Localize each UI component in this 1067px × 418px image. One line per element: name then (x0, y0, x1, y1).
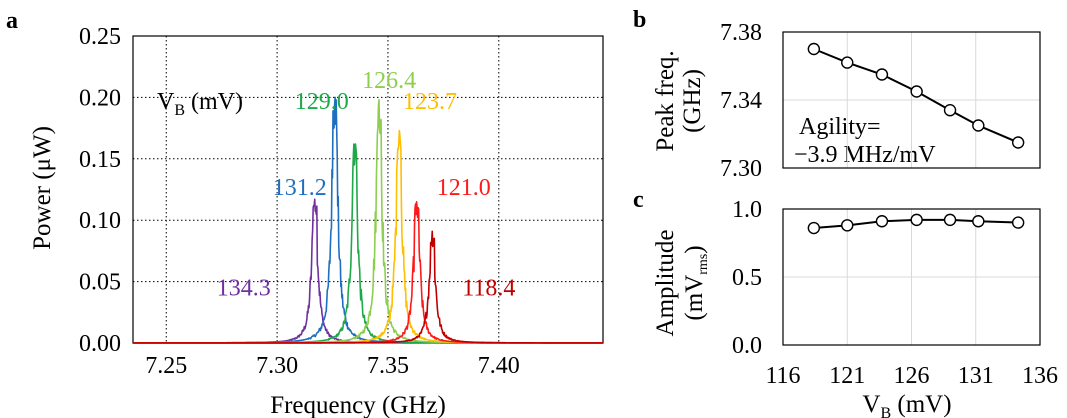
y-tick-label: 0.10 (79, 208, 121, 234)
panel-letter-a: a (6, 8, 18, 34)
y-axis-label-b-line1: Peak freq. (652, 50, 679, 151)
spectrum-line (132, 230, 604, 344)
vb-legend-title: VB (mV) (157, 89, 243, 119)
x-tick-label: 7.25 (145, 353, 187, 379)
y-tick-label: 0.25 (79, 24, 121, 50)
series-label: 121.0 (437, 175, 491, 201)
panel-letter-b: b (633, 7, 646, 33)
data-point (875, 68, 889, 81)
y-tick-label: 0.00 (79, 331, 121, 357)
data-point (972, 119, 985, 132)
x-axis-label-c: VB (mV) (862, 391, 951, 418)
y-axis-label-c-line1: Amplitude (652, 230, 679, 337)
spectrum-line (132, 143, 604, 344)
y-axis-label-a: Power (μW) (29, 126, 56, 250)
data-point (1011, 216, 1025, 229)
x-tick-label: 136 (1022, 363, 1058, 389)
y-tick-label: 0.15 (79, 147, 121, 173)
y-tick-label: 0.0 (732, 333, 762, 359)
y-tick-label: 0.05 (79, 270, 121, 296)
y-axis-label-b-line2: (GHz) (679, 69, 706, 133)
y-tick-label: 7.30 (720, 156, 762, 182)
data-point (1011, 136, 1025, 149)
plot-frame-c (782, 208, 1041, 346)
data-point (910, 213, 923, 227)
series-label: 123.7 (403, 89, 457, 115)
spectrum-line (132, 99, 604, 344)
data-point (807, 42, 821, 56)
x-tick-label: 7.35 (367, 353, 409, 379)
plot-b: 7.30 7.34 7.38 (720, 20, 1041, 182)
y-axis-label-c-line2: (mVrms) (681, 245, 711, 320)
data-point (841, 219, 854, 232)
series-label: 118.4 (462, 276, 515, 302)
data-point (972, 215, 985, 228)
data-point (910, 85, 923, 98)
series-label: 126.4 (362, 68, 416, 94)
data-point (943, 103, 957, 117)
agility-annotation-line1: Agility= (799, 114, 881, 140)
data-point (875, 215, 889, 228)
x-tick-label: 7.30 (256, 353, 298, 379)
series-label: 131.2 (273, 175, 327, 201)
y-tick-label: 1.0 (732, 197, 762, 223)
x-axis-label-a: Frequency (GHz) (270, 392, 446, 418)
x-tick-label: 7.40 (478, 353, 520, 379)
y-tick-label: 0.20 (79, 85, 121, 111)
panel-letter-c: c (633, 187, 644, 213)
x-tick-label: 116 (765, 363, 800, 389)
data-point (943, 213, 957, 227)
spectrum-line (132, 129, 604, 344)
plot-frame-b (782, 31, 1041, 169)
x-tick-label: 131 (958, 363, 994, 389)
agility-annotation-line2: −3.9 MHz/mV (794, 142, 936, 168)
y-tick-label: 7.34 (720, 88, 762, 114)
plot-a: 0.00 0.05 0.10 0.15 0.20 0.25 7.25 7.30 7.35 7.40… (79, 24, 604, 379)
y-tick-label: 7.38 (720, 20, 762, 46)
y-tick-label: 0.5 (732, 265, 762, 291)
data-point (841, 56, 854, 69)
series-label: 129.0 (295, 89, 349, 115)
x-tick-label: 126 (894, 363, 930, 389)
series-label: 134.3 (217, 276, 271, 302)
x-tick-label: 121 (829, 363, 865, 389)
plot-c: 0.0 0.5 1.0 116 121 126 131 136 (732, 197, 1058, 389)
spectrum-line (132, 96, 604, 344)
data-point (807, 221, 821, 235)
